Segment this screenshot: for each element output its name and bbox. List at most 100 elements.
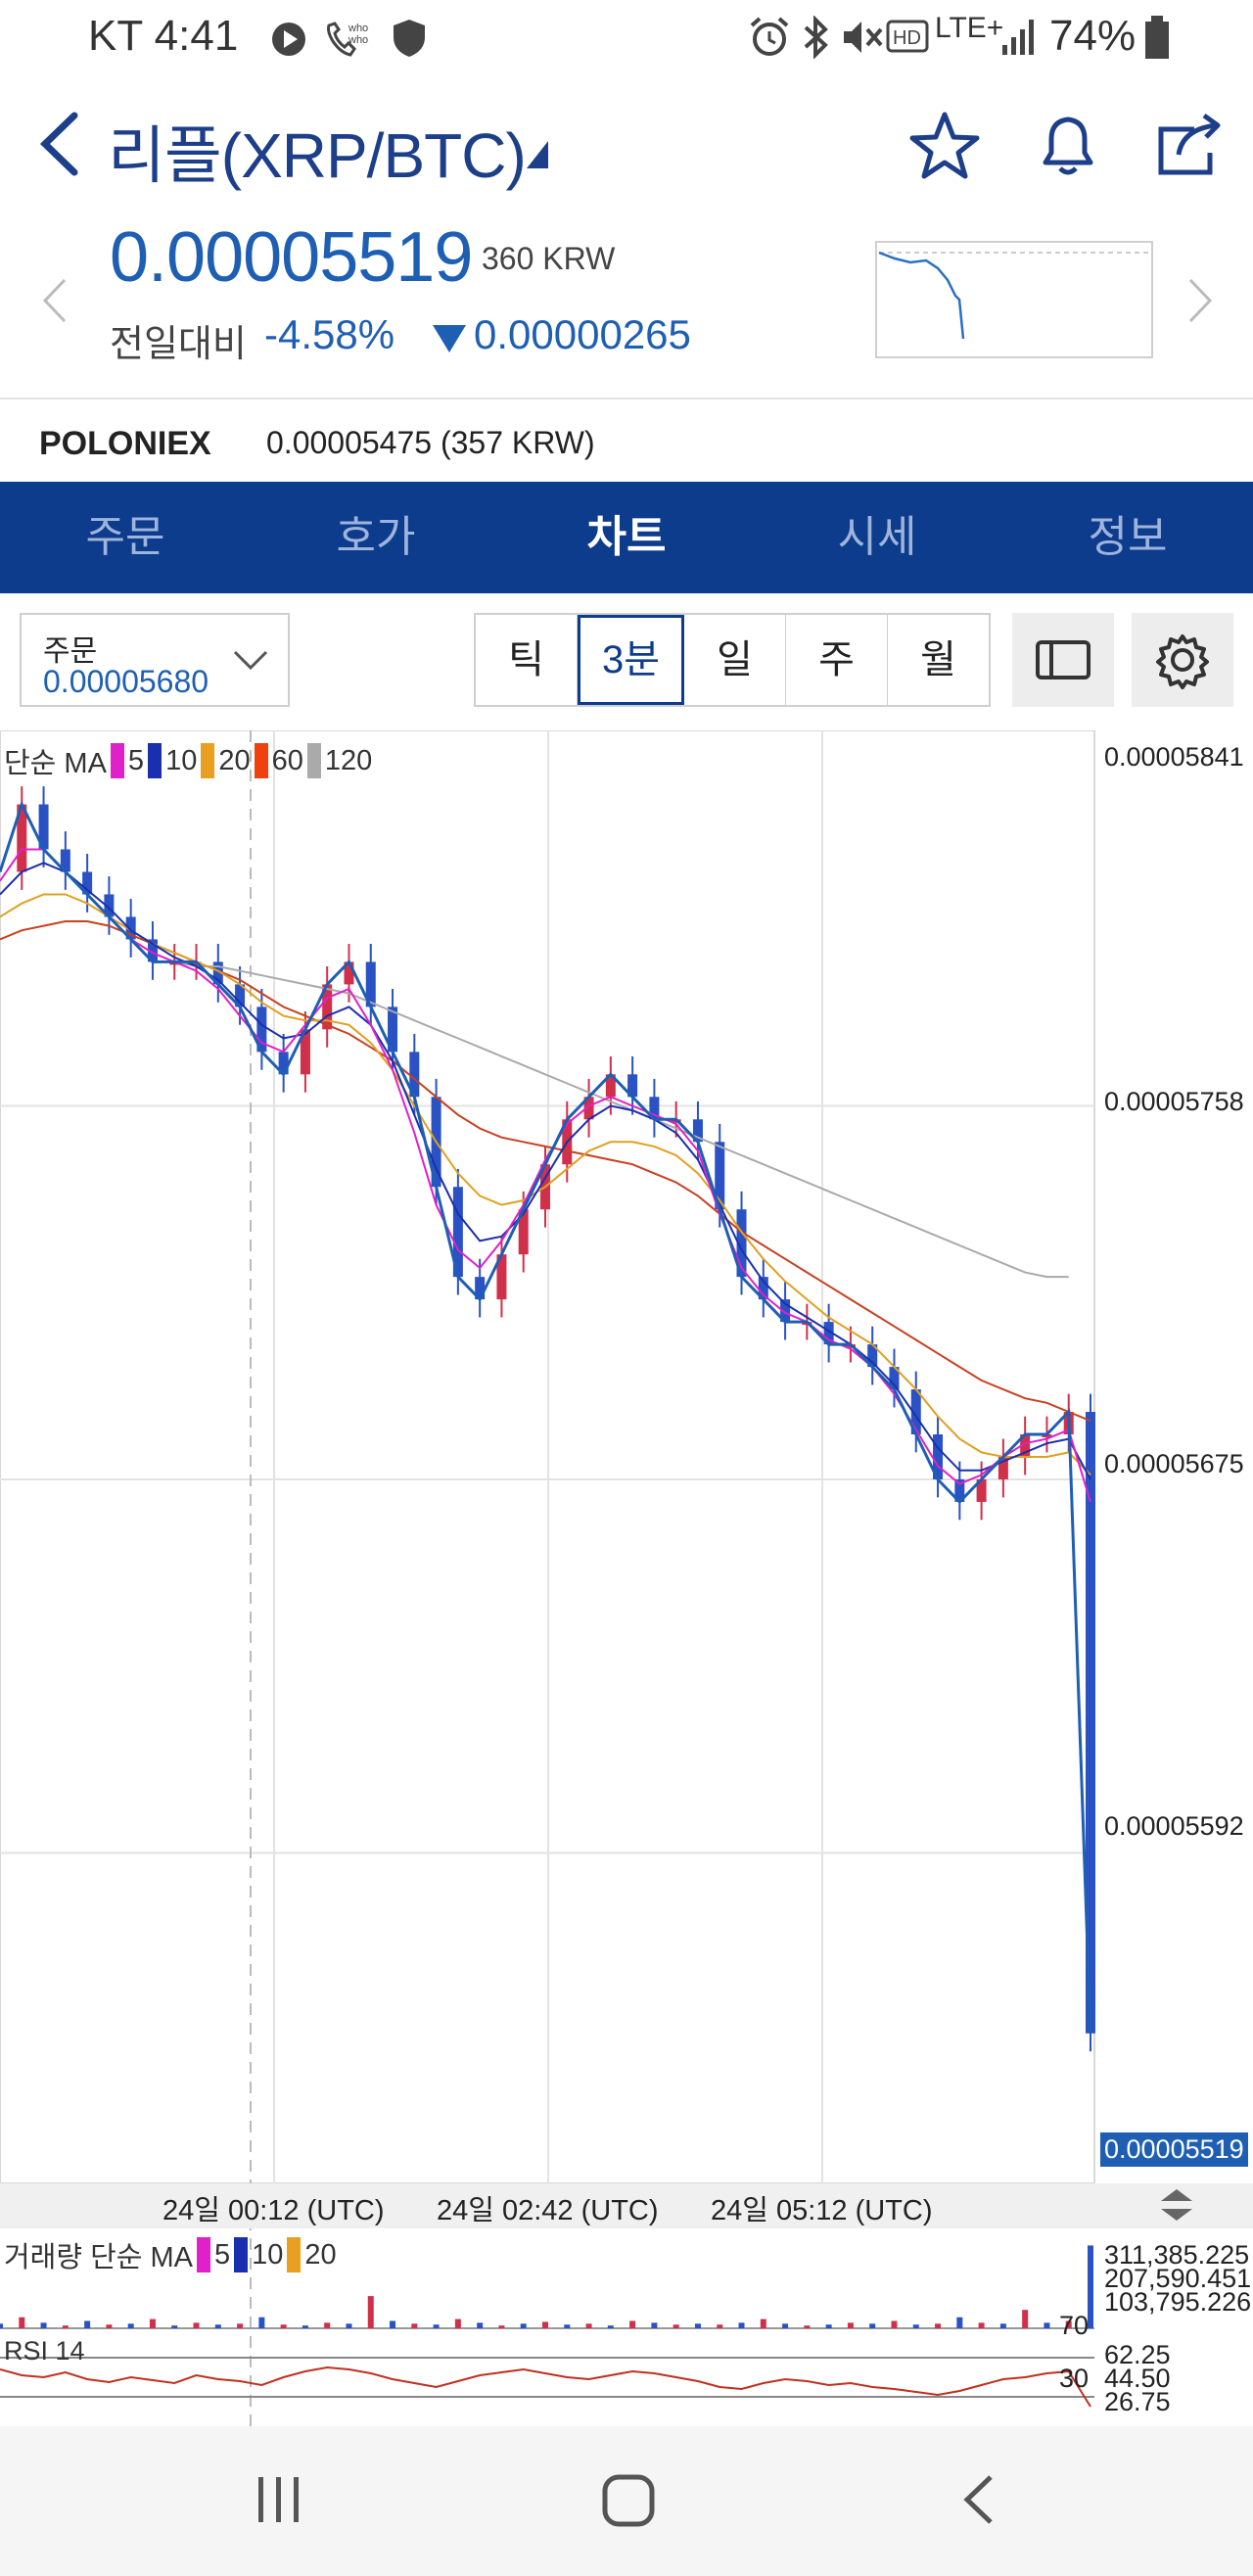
order-price-select[interactable]: 주문 0.00005680 xyxy=(20,613,290,707)
chart-canvas[interactable] xyxy=(0,730,1253,2426)
ma20-label: 20 xyxy=(218,744,251,776)
volume-tick: 311,385.225 xyxy=(1104,2240,1250,2270)
lte-icon: LTE+ xyxy=(935,12,1004,44)
volume-bar xyxy=(978,2322,985,2328)
volume-bar xyxy=(935,2323,942,2328)
tab-chart[interactable]: 차트 xyxy=(586,513,667,561)
volume-bar xyxy=(193,2322,200,2328)
volume-bar xyxy=(673,2324,679,2328)
mute-icon xyxy=(844,22,883,53)
volume-bar xyxy=(1088,2245,1093,2328)
period-tick[interactable]: 틱 xyxy=(476,615,578,705)
ma10-swatch xyxy=(148,743,162,778)
gear-icon xyxy=(1156,634,1209,689)
period-month[interactable]: 월 xyxy=(920,638,956,681)
svg-text:HD: HD xyxy=(893,27,921,49)
candle-body xyxy=(583,1097,594,1120)
volume-bar xyxy=(629,2320,636,2328)
recent-apps-icon[interactable] xyxy=(253,2473,305,2526)
page-title[interactable]: 리플(XRP/BTC) xyxy=(108,120,527,191)
battery-icon xyxy=(1145,16,1169,59)
rsi-tick: 44.50 xyxy=(1104,2364,1171,2393)
candle-body xyxy=(147,939,158,962)
favorite-star-icon[interactable] xyxy=(908,110,981,182)
candle-body xyxy=(1020,1434,1031,1457)
rsi-level-30: 30 xyxy=(1059,2364,1090,2393)
volume-bar xyxy=(237,2323,244,2328)
ma120-label: 120 xyxy=(324,744,373,776)
volume-bar xyxy=(956,2317,963,2328)
share-icon[interactable] xyxy=(1151,110,1226,182)
candle-body xyxy=(409,1052,420,1098)
ma-legend: 단순 MA 5 10 20 60 120 xyxy=(4,740,372,781)
candle-body xyxy=(780,1299,791,1323)
panel-toggle-button[interactable] xyxy=(1012,613,1114,707)
alarm-icon xyxy=(750,17,789,56)
candle-body xyxy=(715,1142,725,1210)
ma-legend-label: 단순 MA xyxy=(4,748,107,779)
volume-bar xyxy=(0,2323,3,2328)
back-chevron-icon[interactable] xyxy=(35,110,84,178)
resize-handle-icon[interactable] xyxy=(1155,2187,1198,2223)
candle-body xyxy=(235,984,246,1007)
candle-body xyxy=(649,1097,660,1120)
candle-body xyxy=(736,1209,747,1278)
candle-body xyxy=(758,1277,768,1300)
volume-bar xyxy=(804,2325,811,2328)
prev-coin-icon[interactable] xyxy=(39,276,69,325)
period-week[interactable]: 주 xyxy=(786,615,888,705)
alert-bell-icon[interactable] xyxy=(1032,110,1104,182)
candle-body xyxy=(452,1187,463,1278)
svg-text:who: who xyxy=(348,34,368,46)
x-axis-band xyxy=(0,2183,1253,2228)
volume-bar xyxy=(280,2324,287,2328)
candle-body xyxy=(976,1478,987,1502)
vol-ma5-swatch xyxy=(197,2237,211,2272)
volume-bar xyxy=(694,2323,701,2328)
candle-body xyxy=(60,849,70,872)
candle-body xyxy=(278,1052,289,1075)
tab-quotes[interactable]: 시세 xyxy=(837,513,917,561)
ma120-swatch xyxy=(306,743,321,778)
rsi-label: RSI 14 xyxy=(4,2336,85,2365)
candle-body xyxy=(212,961,223,985)
candle-body xyxy=(17,804,27,872)
candle-body xyxy=(475,1277,486,1300)
chevron-down-icon xyxy=(233,650,268,671)
back-icon[interactable] xyxy=(957,2473,1000,2526)
ma10-line xyxy=(0,862,1091,1480)
volume-bar xyxy=(62,2325,69,2328)
dropdown-triangle-icon[interactable] xyxy=(525,137,552,172)
tab-info[interactable]: 정보 xyxy=(1088,513,1168,561)
next-coin-icon[interactable] xyxy=(1186,276,1216,325)
volume-bar xyxy=(1044,2322,1050,2328)
volume-bar xyxy=(40,2322,47,2328)
ma60-swatch xyxy=(254,743,268,778)
x-tick-label: 24일 02:42 (UTC) xyxy=(437,2195,659,2226)
hd-icon: HD xyxy=(886,20,929,53)
mini-chart[interactable] xyxy=(875,241,1153,358)
volume-bar xyxy=(106,2324,113,2328)
rsi-tick: 26.75 xyxy=(1104,2387,1171,2416)
ma60-label: 60 xyxy=(271,744,303,776)
battery-percent: 74% xyxy=(1049,12,1137,60)
candle-body xyxy=(344,961,354,985)
price-chart[interactable]: 단순 MA 5 10 20 60 120 0.00005841 0.000057… xyxy=(0,730,1253,2426)
candle-body xyxy=(388,1007,398,1053)
chart-settings-button[interactable] xyxy=(1132,613,1233,707)
svg-text:who: who xyxy=(348,23,368,34)
order-value: 0.00005680 xyxy=(43,664,209,699)
period-day[interactable]: 일 xyxy=(684,615,786,705)
panel-layout-icon xyxy=(1036,640,1091,679)
tab-orderbook[interactable]: 호가 xyxy=(336,513,416,561)
volume-bar xyxy=(302,2325,308,2328)
ma20-swatch xyxy=(201,743,215,778)
tab-order[interactable]: 주문 xyxy=(85,513,165,561)
volume-legend: 거래량 단순 MA 5 10 20 xyxy=(4,2234,337,2275)
vol-ma5-label: 5 xyxy=(214,2238,231,2271)
candle-body xyxy=(998,1457,1008,1479)
candle-body xyxy=(1086,1412,1095,2034)
period-3min[interactable]: 3분 xyxy=(578,615,684,705)
home-icon[interactable] xyxy=(599,2471,658,2530)
volume-bar xyxy=(346,2323,352,2328)
